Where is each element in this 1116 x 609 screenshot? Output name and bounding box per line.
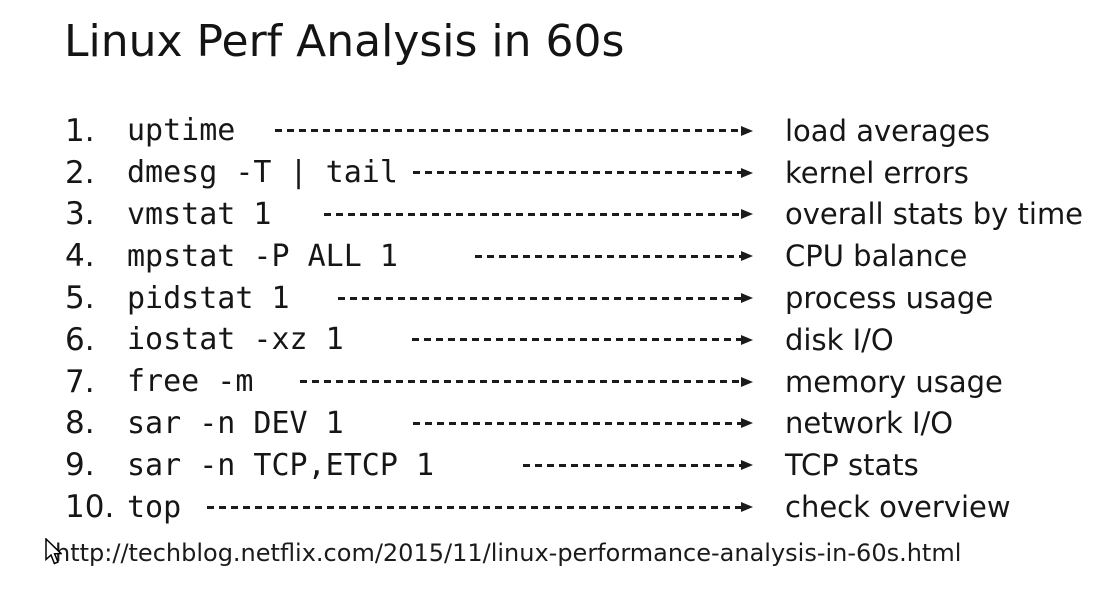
- arrow-right-icon: [741, 293, 753, 304]
- command-result: TCP stats: [785, 448, 919, 483]
- command-result: load averages: [785, 113, 991, 148]
- command-list: 1. uptime load averages 2. dmesg -T | ta…: [65, 110, 1111, 528]
- dashed-connector: [275, 125, 753, 136]
- command-text: sar -n DEV 1: [127, 405, 344, 441]
- item-number: 3.: [65, 196, 95, 233]
- mouse-cursor-icon: [45, 538, 62, 565]
- list-item: 8. sar -n DEV 1 network I/O: [65, 403, 1111, 445]
- dashed-connector: [523, 460, 753, 471]
- item-number: 10.: [65, 489, 115, 526]
- item-number: 7.: [65, 363, 95, 400]
- source-url: http://techblog.netflix.com/2015/11/linu…: [55, 539, 962, 567]
- command-result: disk I/O: [785, 322, 894, 357]
- command-text: top: [127, 489, 182, 525]
- dashed-connector: [207, 502, 753, 513]
- arrow-right-icon: [741, 460, 753, 471]
- arrow-right-icon: [741, 418, 753, 429]
- item-number: 8.: [65, 405, 95, 442]
- dashed-line: [411, 338, 741, 342]
- list-item: 2. dmesg -T | tail kernel errors: [65, 152, 1111, 194]
- arrow-right-icon: [741, 167, 753, 178]
- command-text: dmesg -T | tail: [127, 155, 398, 191]
- command-text: sar -n TCP,ETCP 1: [127, 447, 435, 483]
- command-text: mpstat -P ALL 1: [127, 238, 398, 274]
- arrow-right-icon: [741, 251, 753, 262]
- dashed-line: [523, 463, 741, 467]
- command-result: network I/O: [785, 406, 954, 441]
- command-text: vmstat 1: [127, 196, 272, 232]
- command-text: free -m: [127, 364, 254, 400]
- command-text: iostat -xz 1: [127, 322, 344, 358]
- slide-title: Linux Perf Analysis in 60s: [64, 16, 625, 67]
- command-text: pidstat 1: [127, 280, 290, 316]
- arrow-right-icon: [741, 209, 753, 220]
- command-result: check overview: [785, 490, 1011, 525]
- list-item: 10. top check overview: [65, 486, 1111, 528]
- item-number: 6.: [65, 321, 95, 358]
- command-result: overall stats by time: [785, 197, 1084, 232]
- dashed-line: [275, 129, 741, 133]
- dashed-connector: [300, 376, 753, 387]
- command-result: process usage: [785, 281, 994, 316]
- dashed-line: [337, 296, 741, 300]
- list-item: 7. free -m memory usage: [65, 361, 1111, 403]
- dashed-line: [474, 254, 741, 258]
- command-result: CPU balance: [785, 239, 968, 274]
- list-item: 9. sar -n TCP,ETCP 1 TCP stats: [65, 444, 1111, 486]
- command-text: uptime: [127, 113, 236, 149]
- dashed-line: [207, 505, 741, 509]
- dashed-line: [412, 421, 741, 425]
- list-item: 1. uptime load averages: [65, 110, 1111, 152]
- command-result: memory usage: [785, 364, 1003, 399]
- dashed-connector: [411, 334, 753, 345]
- dashed-connector: [412, 167, 753, 178]
- list-item: 3. vmstat 1 overall stats by time: [65, 194, 1111, 236]
- item-number: 9.: [65, 447, 95, 484]
- item-number: 5.: [65, 280, 95, 317]
- dashed-connector: [323, 209, 753, 220]
- list-item: 6. iostat -xz 1 disk I/O: [65, 319, 1111, 361]
- list-item: 4. mpstat -P ALL 1 CPU balance: [65, 235, 1111, 277]
- dashed-line: [323, 212, 741, 216]
- item-number: 2.: [65, 154, 95, 191]
- command-result: kernel errors: [785, 155, 969, 190]
- list-item: 5. pidstat 1 process usage: [65, 277, 1111, 319]
- dashed-connector: [337, 293, 753, 304]
- arrow-right-icon: [741, 125, 753, 136]
- arrow-right-icon: [741, 502, 753, 513]
- dashed-connector: [412, 418, 753, 429]
- arrow-right-icon: [741, 334, 753, 345]
- dashed-line: [300, 380, 741, 384]
- dashed-line: [412, 171, 741, 175]
- dashed-connector: [474, 251, 753, 262]
- arrow-right-icon: [741, 376, 753, 387]
- item-number: 1.: [65, 112, 95, 149]
- item-number: 4.: [65, 238, 95, 275]
